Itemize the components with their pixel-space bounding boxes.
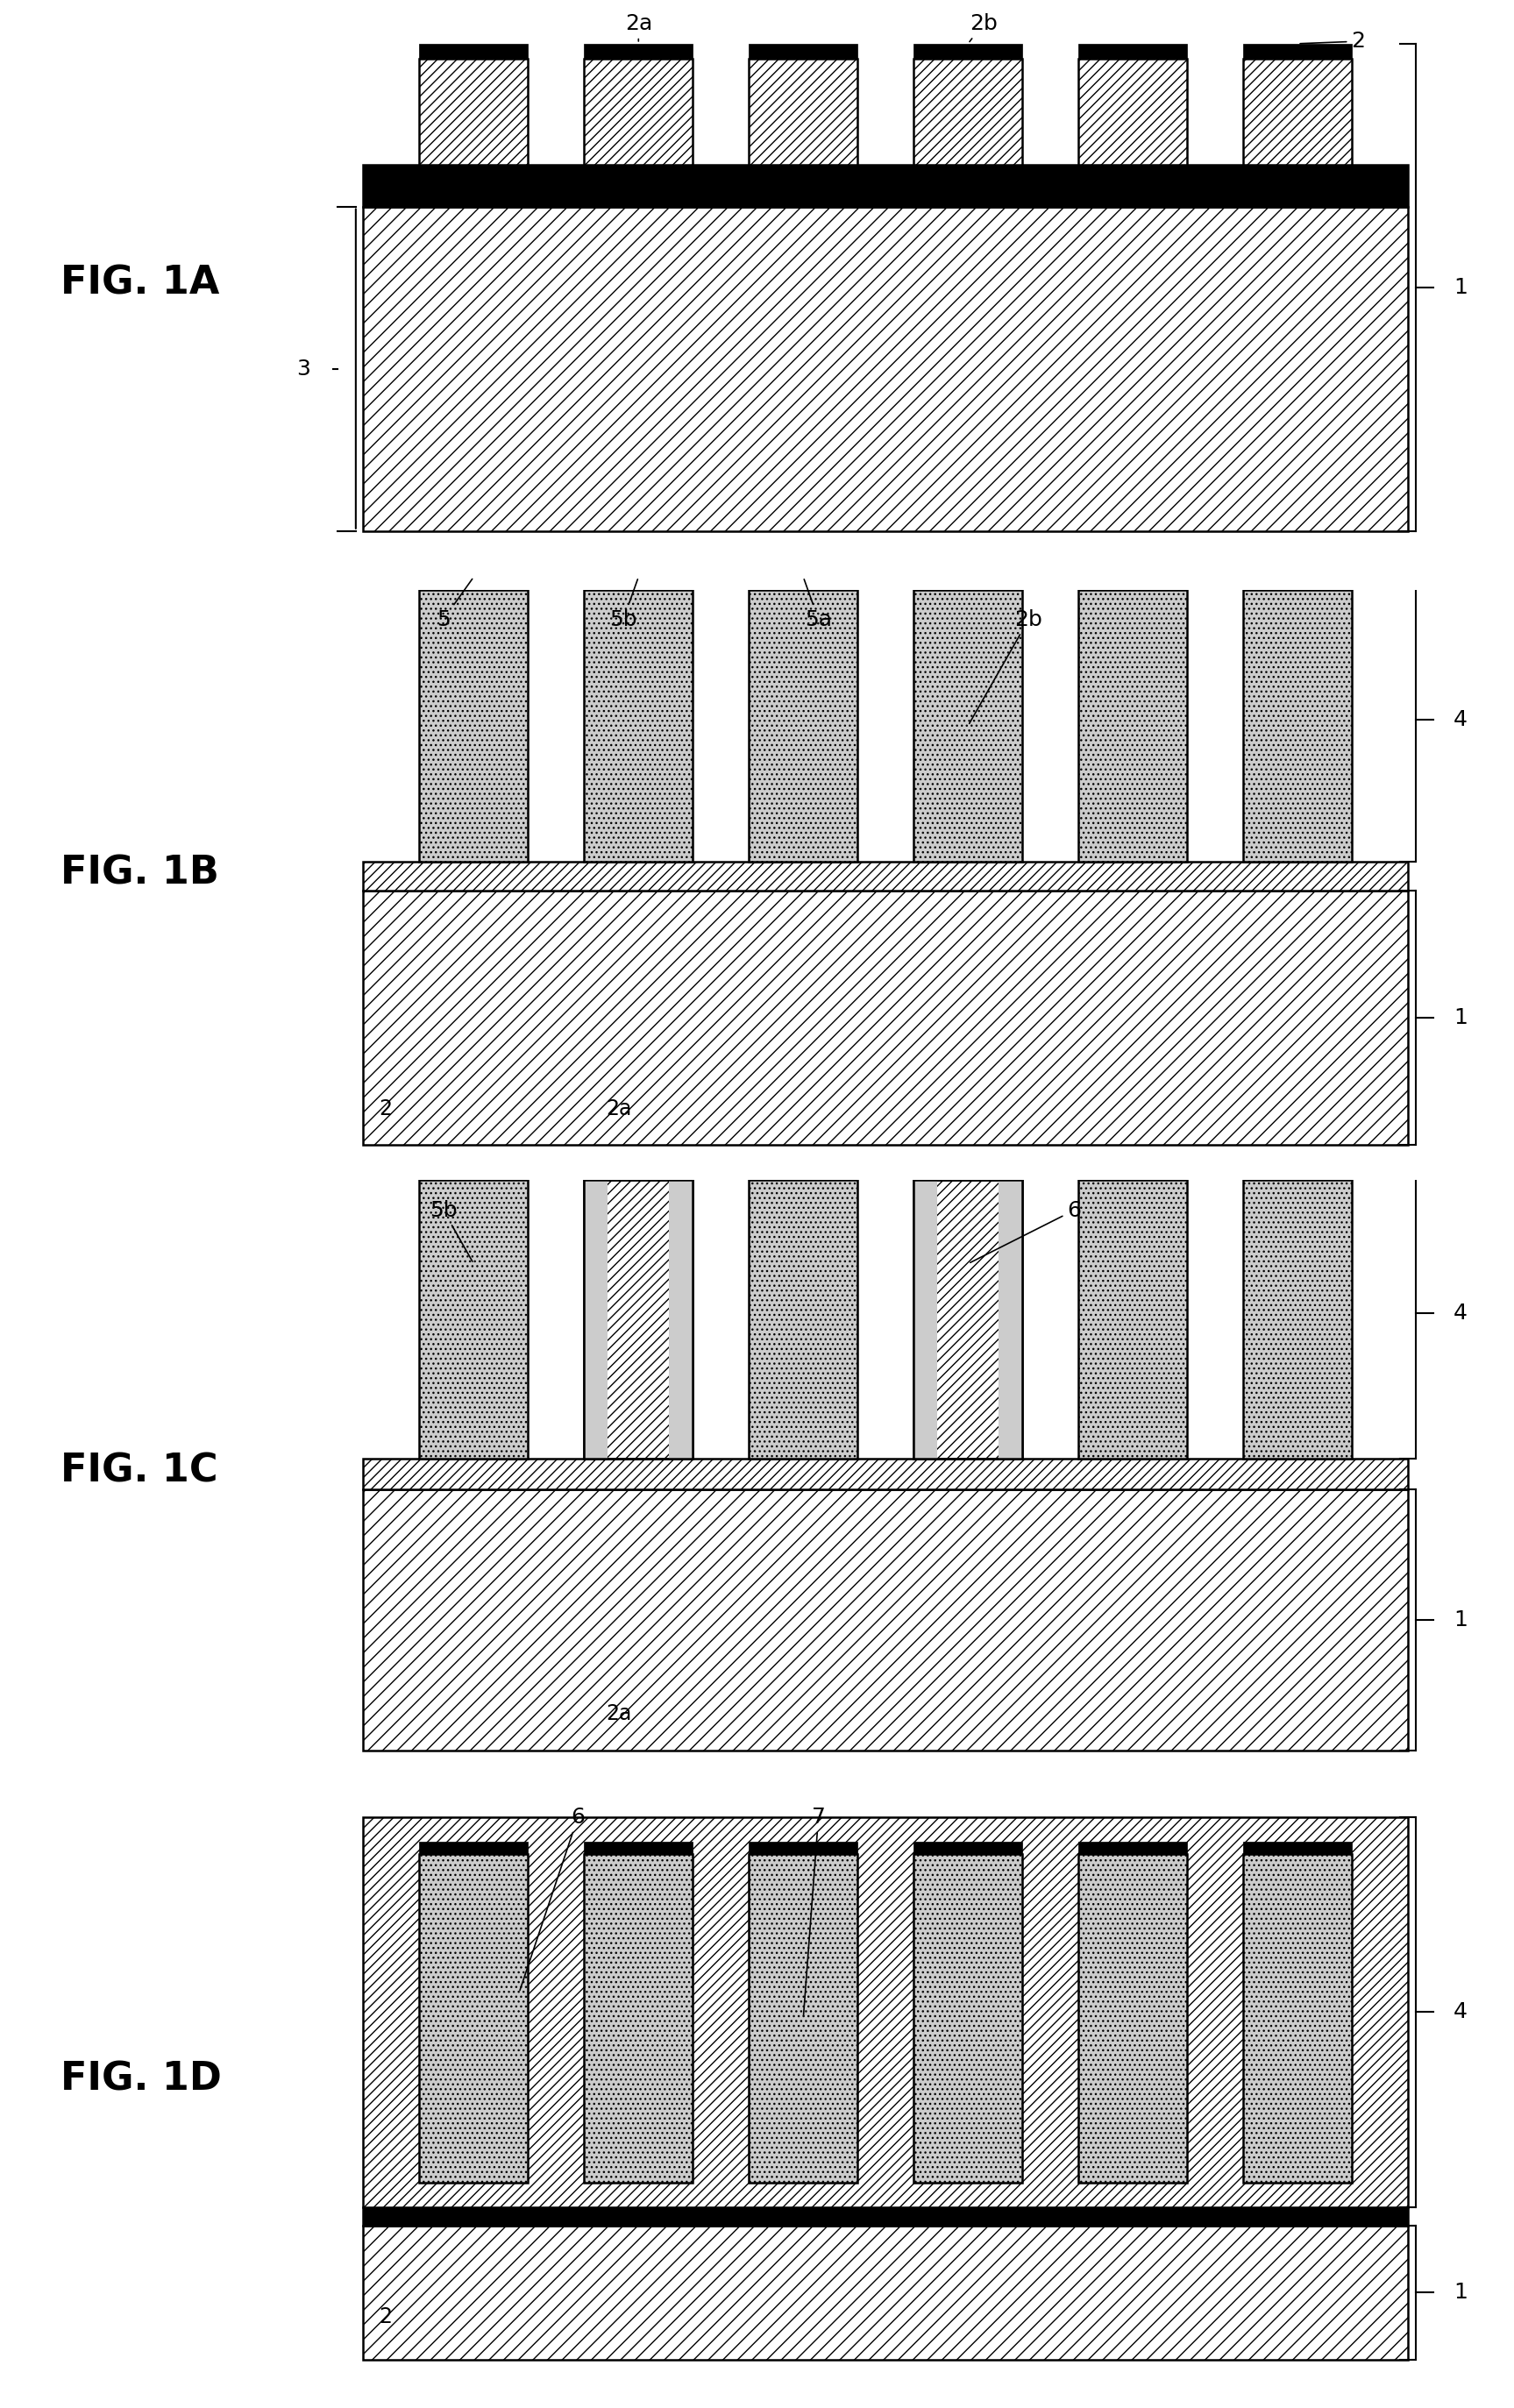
Text: 2: 2 [1301, 31, 1366, 53]
Text: 5a: 5a [804, 580, 833, 631]
Bar [913, 1854, 1022, 2182]
Bar [363, 1818, 1408, 2208]
Text: 3: 3 [297, 359, 310, 378]
Text: 1: 1 [1453, 277, 1467, 299]
Bar [1078, 1168, 1187, 1180]
Bar [749, 60, 858, 166]
Bar [419, 1842, 528, 1854]
Bar [419, 43, 528, 60]
Bar [749, 578, 858, 590]
Text: FIG. 1C: FIG. 1C [61, 1452, 218, 1491]
Text: 4: 4 [1453, 2001, 1467, 2023]
Bar [584, 1180, 693, 1459]
Bar [584, 1168, 693, 1180]
Text: 2a: 2a [606, 1098, 631, 1120]
Bar [363, 207, 1408, 530]
Bar [913, 1168, 1022, 1180]
Text: 1: 1 [1453, 1609, 1467, 1630]
Bar [363, 891, 1408, 1144]
Bar [363, 1491, 1408, 1751]
Bar [584, 1854, 693, 2182]
Bar [363, 2208, 1408, 2225]
Bar [1243, 1854, 1352, 2182]
Text: 5b: 5b [610, 580, 637, 631]
Bar [363, 166, 1408, 207]
Bar [999, 1180, 1022, 1459]
Bar [1243, 1180, 1352, 1459]
Bar [669, 1180, 693, 1459]
Bar [749, 1854, 858, 2182]
Bar [1078, 578, 1187, 590]
Bar [363, 1459, 1408, 1491]
Bar [1243, 1842, 1352, 1854]
Bar [419, 1854, 528, 2182]
Bar [749, 590, 858, 862]
Bar [1078, 1180, 1187, 1459]
Bar [913, 43, 1022, 60]
Text: FIG. 1A: FIG. 1A [61, 265, 220, 301]
Bar [1078, 590, 1187, 862]
Bar [419, 1180, 528, 1459]
Text: 2a: 2a [606, 1702, 631, 1724]
Text: 2a: 2a [625, 12, 653, 41]
Bar [913, 1180, 937, 1459]
Bar [913, 1180, 1022, 1459]
Bar [419, 1168, 528, 1180]
Bar [913, 1842, 1022, 1854]
Bar [584, 578, 693, 590]
Bar [1243, 60, 1352, 166]
Bar [913, 590, 1022, 862]
Text: FIG. 1D: FIG. 1D [61, 2061, 221, 2097]
Bar [1243, 43, 1352, 60]
Bar [584, 1180, 609, 1459]
Text: 5b: 5b [430, 1199, 472, 1262]
Text: FIG. 1B: FIG. 1B [61, 855, 220, 891]
Text: 2b: 2b [969, 12, 998, 41]
Bar [1078, 60, 1187, 166]
Bar [913, 578, 1022, 590]
Bar [419, 60, 528, 166]
Text: 2b: 2b [969, 609, 1043, 722]
Bar [913, 1180, 1022, 1459]
Text: 5: 5 [436, 578, 472, 631]
Bar [419, 578, 528, 590]
Bar [419, 590, 528, 862]
Bar [749, 1842, 858, 1854]
Text: 2: 2 [378, 1098, 392, 1120]
Bar [749, 1168, 858, 1180]
Bar [913, 60, 1022, 166]
Bar [584, 43, 693, 60]
Text: 2: 2 [378, 2307, 392, 2326]
Bar [584, 1842, 693, 1854]
Bar [584, 590, 693, 862]
Bar [1078, 43, 1187, 60]
Bar [1243, 590, 1352, 862]
Bar [1078, 1854, 1187, 2182]
Bar [1243, 1168, 1352, 1180]
Text: 6: 6 [519, 1806, 584, 1991]
Text: 4: 4 [1453, 1303, 1467, 1324]
Text: 7: 7 [804, 1806, 825, 2015]
Bar [1078, 1842, 1187, 1854]
Text: 4: 4 [1453, 710, 1467, 730]
Text: 1: 1 [1453, 1007, 1467, 1028]
Bar [584, 1180, 693, 1459]
Bar [584, 60, 693, 166]
Bar [363, 2225, 1408, 2360]
Bar [749, 1180, 858, 1459]
Text: 1: 1 [1453, 2283, 1467, 2302]
Bar [1243, 578, 1352, 590]
Bar [749, 43, 858, 60]
Bar [363, 862, 1408, 891]
Text: 6: 6 [970, 1199, 1081, 1262]
